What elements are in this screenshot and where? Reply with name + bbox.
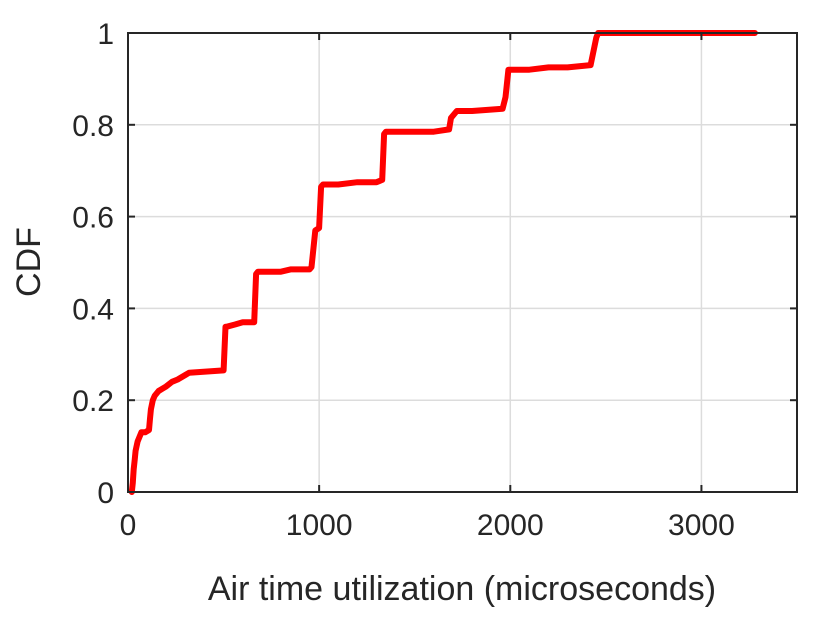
- series-layer: [128, 30, 758, 495]
- grid: [128, 33, 797, 492]
- y-tick-label: 0.6: [72, 202, 114, 235]
- y-tick-label: 0.2: [72, 385, 114, 418]
- y-tick-labels: 0 0.2 0.4 0.6 0.8 1: [72, 18, 114, 510]
- y-tick-label: 0.4: [72, 293, 114, 326]
- y-tick-label: 1: [97, 18, 114, 51]
- series-line: [128, 30, 758, 495]
- y-tick-label: 0.8: [72, 110, 114, 143]
- x-axis-label: Air time utilization (microseconds): [208, 570, 716, 608]
- x-tick-label: 1000: [286, 509, 353, 542]
- x-tick-label: 2000: [477, 509, 544, 542]
- y-axis-label: CDF: [10, 227, 48, 297]
- plot-frame: [127, 32, 798, 493]
- x-tick-label: 3000: [668, 509, 735, 542]
- x-tick-labels: 0 1000 2000 3000: [120, 509, 735, 542]
- x-tick-label: 0: [120, 509, 137, 542]
- y-tick-label: 0: [97, 477, 114, 510]
- tick-marks: [127, 32, 797, 493]
- plot-area: [128, 33, 797, 492]
